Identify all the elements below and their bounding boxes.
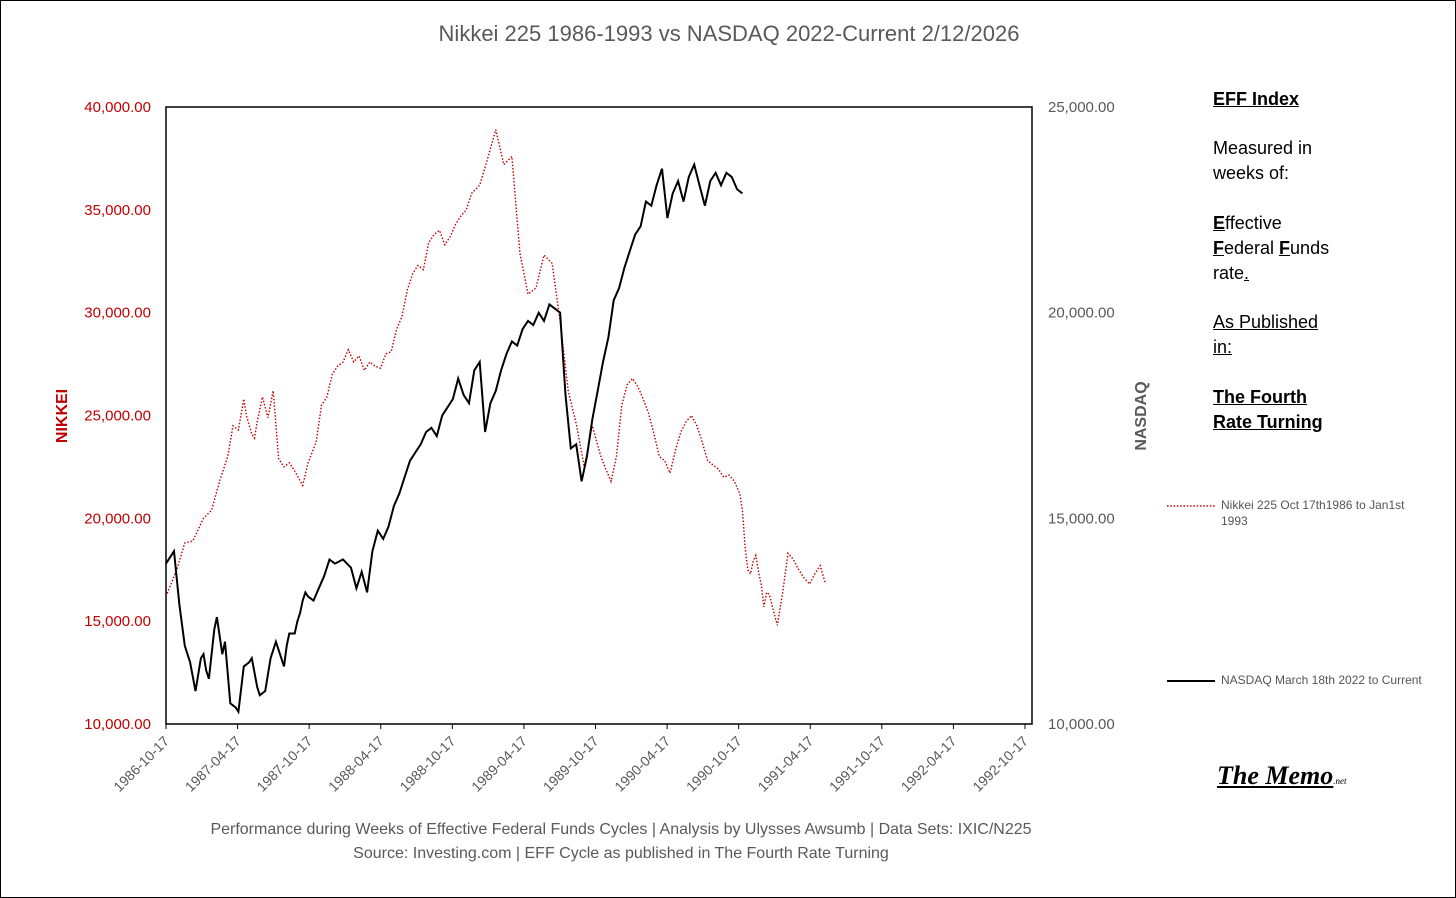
x-tick-label: 1992-04-17 bbox=[898, 733, 960, 795]
x-tick-label: 1988-04-17 bbox=[325, 733, 387, 795]
y-right-axis-label: NASDAQ bbox=[1133, 381, 1150, 450]
sidebar-eff-f2: F bbox=[1279, 238, 1291, 258]
y-right-tick-label: 20,000.00 bbox=[1048, 305, 1115, 322]
sidebar-eff-e: E bbox=[1213, 213, 1226, 233]
sidebar-measured-line2: weeks of: bbox=[1213, 163, 1290, 183]
series-line-nikkei bbox=[165, 129, 827, 626]
footer-line-1: Performance during Weeks of Effective Fe… bbox=[210, 821, 1031, 838]
footer-line-2: Source: Investing.com | EFF Cycle as pub… bbox=[353, 845, 889, 862]
y-left-tick-label: 30,000.00 bbox=[84, 305, 151, 322]
x-tick-label: 1989-04-17 bbox=[468, 733, 530, 795]
sidebar-published: As Published in: bbox=[1213, 310, 1343, 360]
x-tick-label: 1987-04-17 bbox=[182, 733, 244, 795]
x-tick-label: 1989-10-17 bbox=[540, 733, 602, 795]
y-left-tick-label: 25,000.00 bbox=[84, 408, 151, 425]
sidebar-eff-f1: F bbox=[1213, 238, 1224, 258]
plot-area bbox=[165, 106, 1033, 725]
sidebar-published-line1: As Published bbox=[1213, 312, 1319, 332]
x-tick-label: 1992-10-17 bbox=[969, 733, 1031, 795]
y-right-tick-label: 15,000.00 bbox=[1048, 510, 1115, 527]
sidebar-eff-dot: . bbox=[1244, 263, 1250, 283]
sidebar-eff-rest3: unds bbox=[1290, 238, 1330, 258]
y-left-tick-label: 40,000.00 bbox=[84, 99, 151, 116]
y-left-axis-label: NIKKEI bbox=[54, 389, 71, 443]
sidebar-book-line1: The Fourth bbox=[1213, 387, 1307, 407]
sidebar-eff-rest2: ederal bbox=[1224, 238, 1280, 258]
memo-logo: The Memo.net bbox=[1217, 761, 1347, 791]
x-tick-label: 1991-10-17 bbox=[826, 733, 888, 795]
x-tick-label: 1990-10-17 bbox=[683, 733, 745, 795]
sidebar-measured: Measured in weeks of: bbox=[1213, 136, 1333, 186]
chart-title: Nikkei 225 1986-1993 vs NASDAQ 2022-Curr… bbox=[439, 21, 1020, 46]
memo-logo-main: The Memo bbox=[1217, 761, 1334, 790]
sidebar-eff-rate: rate bbox=[1213, 263, 1245, 283]
sidebar-title: EFF Index bbox=[1213, 89, 1300, 109]
sidebar-eff-rest1: ffective bbox=[1225, 213, 1282, 233]
x-tick-label: 1986-10-17 bbox=[110, 733, 172, 795]
sidebar-book-line2: Rate Turning bbox=[1213, 412, 1323, 432]
y-right-tick-label: 10,000.00 bbox=[1048, 716, 1115, 733]
legend-label-nikkei: Nikkei 225 Oct 17th1986 to Jan1st 1993 bbox=[1221, 498, 1405, 528]
y-right-tick-label: 25,000.00 bbox=[1048, 99, 1115, 116]
x-tick-label: 1988-10-17 bbox=[396, 733, 458, 795]
y-left-tick-label: 15,000.00 bbox=[84, 613, 151, 630]
y-left-tick-label: 10,000.00 bbox=[84, 716, 151, 733]
x-tick-label: 1987-10-17 bbox=[253, 733, 315, 795]
sidebar-published-line2: in: bbox=[1213, 337, 1233, 357]
y-left-tick-label: 20,000.00 bbox=[84, 510, 151, 527]
legend-label-nasdaq: NASDAQ March 18th 2022 to Current bbox=[1221, 673, 1422, 687]
sidebar-eff-definition: Effective Federal Funds rate. bbox=[1213, 211, 1363, 286]
y-left-tick-label: 35,000.00 bbox=[84, 202, 151, 219]
x-tick-label: 1991-04-17 bbox=[754, 733, 816, 795]
sidebar-measured-line1: Measured in bbox=[1213, 138, 1313, 158]
sidebar-book-title: The Fourth Rate Turning bbox=[1213, 385, 1343, 435]
x-tick-label: 1990-04-17 bbox=[611, 733, 673, 795]
memo-logo-suffix: .net bbox=[1333, 776, 1347, 786]
series-line-nasdaq bbox=[165, 161, 744, 715]
